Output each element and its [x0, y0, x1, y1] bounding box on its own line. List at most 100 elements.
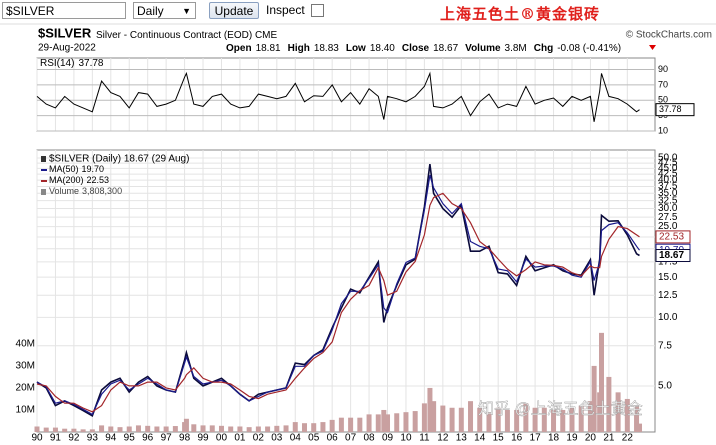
ma-line [36, 192, 640, 413]
volume-bar [403, 412, 409, 432]
y-tick-label: 15.0 [658, 272, 678, 283]
x-tick-label: 02 [253, 433, 265, 444]
volume-bar [477, 407, 483, 432]
x-tick-label: 18 [548, 433, 560, 444]
volume-bar [183, 418, 189, 432]
volume-bar [34, 426, 40, 432]
x-tick-label: 22 [622, 433, 634, 444]
volume-bar [375, 414, 381, 432]
quote-value: 18.83 [314, 43, 339, 54]
volume-bar [292, 422, 298, 432]
watermark: 上海五色土®黄金银砖 [440, 5, 601, 23]
volume-bar [108, 426, 114, 432]
volume-tick-label: 40M [16, 339, 35, 350]
value-box [655, 103, 695, 117]
volume-bar [541, 407, 547, 432]
volume-bar [52, 427, 58, 432]
volume-bar [366, 414, 372, 432]
y-tick-label: 37.5 [658, 181, 678, 192]
legend-name: MA(50) [49, 164, 79, 174]
legend-swatch [41, 189, 46, 195]
legend-entry: MA(50) 19.70 [49, 164, 104, 174]
volume-bar [578, 405, 584, 432]
period-select[interactable]: Daily ▼ [133, 2, 196, 19]
y-tick-label: 27.5 [658, 212, 678, 223]
volume-bar [89, 429, 95, 432]
x-tick-label: 01 [234, 433, 246, 444]
volume-bar [569, 407, 575, 432]
x-tick-label: 92 [68, 433, 80, 444]
inspect-toggle[interactable]: Inspect [266, 2, 356, 19]
volume-bar [421, 403, 427, 432]
volume-bar [200, 425, 206, 432]
volume-bar [283, 425, 289, 432]
volume-bar [126, 426, 132, 432]
y-tick-label: 90 [658, 64, 668, 74]
quote-value: -0.08 (-0.41%) [557, 43, 621, 54]
x-tick-label: 15 [493, 433, 505, 444]
volume-bar [468, 401, 474, 432]
y-tick-label: 50.0 [658, 153, 678, 164]
y-tick-label: 25.0 [658, 221, 678, 232]
x-tick-label: 14 [474, 433, 486, 444]
legend-icon [41, 156, 46, 162]
copyright: © StockCharts.com [626, 30, 712, 41]
y-tick-label: 5.0 [658, 381, 672, 392]
volume-bar [560, 409, 566, 432]
volume-bar [591, 365, 597, 432]
quote-label: Chg [534, 43, 553, 54]
quote-value: 18.40 [370, 43, 395, 54]
legend-title: $SILVER (Daily) 18.67 (29 Aug) [49, 154, 189, 165]
y-tick-label: 17.5 [658, 257, 678, 268]
quote-date: 29-Aug-2022 [38, 43, 96, 54]
volume-bar [523, 403, 529, 432]
x-tick-label: 08 [363, 433, 375, 444]
period-label: Daily [137, 4, 164, 18]
quote-label: High [288, 43, 310, 54]
y-tick-label: 32.5 [658, 195, 678, 206]
rsi-legend: RSI(14) 37.78 [40, 58, 104, 69]
x-tick-label: 95 [124, 433, 136, 444]
ma-line [36, 175, 640, 416]
volume-bar [587, 401, 593, 432]
legend-name: Volume [49, 186, 79, 196]
symbol-input[interactable]: $SILVER [2, 2, 126, 19]
x-tick-label: 11 [419, 433, 430, 444]
volume-bar [606, 376, 612, 432]
inspect-checkbox[interactable] [310, 4, 324, 18]
x-tick-label: 10 [400, 433, 412, 444]
volume-bar [311, 423, 317, 432]
y-tick-label: 50 [658, 95, 668, 105]
legend-value: 19.70 [82, 164, 105, 174]
x-tick-label: 12 [437, 433, 449, 444]
x-tick-label: 19 [566, 433, 578, 444]
update-button[interactable]: Update [209, 2, 259, 19]
value-label: 18.67 [659, 250, 684, 261]
volume-bar [218, 425, 224, 432]
quote-value: 3.8M [505, 43, 527, 54]
volume-bar [145, 425, 151, 432]
volume-bar [80, 429, 86, 432]
x-tick-label: 03 [271, 433, 283, 444]
y-tick-label: 30.0 [658, 203, 678, 214]
x-tick-label: 00 [216, 433, 228, 444]
title-text: Silver - Continuous Contract (EOD) [96, 30, 252, 41]
volume-bar [246, 427, 252, 432]
volume-bar [62, 428, 68, 432]
quote-label: Open [226, 43, 252, 54]
x-tick-label: 17 [530, 433, 542, 444]
volume-bar [449, 407, 455, 432]
volume-bar [320, 422, 326, 432]
y-tick-label: 70 [658, 79, 668, 89]
rsi-value: 37.78 [78, 58, 103, 69]
volume-bar [504, 409, 510, 432]
y-tick-label: 45.0 [658, 163, 678, 174]
x-tick-label: 04 [290, 433, 302, 444]
volume-bar [348, 417, 354, 432]
volume-bar [99, 425, 105, 432]
rsi-panel [36, 57, 656, 132]
volume-bar [329, 419, 335, 432]
x-tick-label: 16 [511, 433, 523, 444]
